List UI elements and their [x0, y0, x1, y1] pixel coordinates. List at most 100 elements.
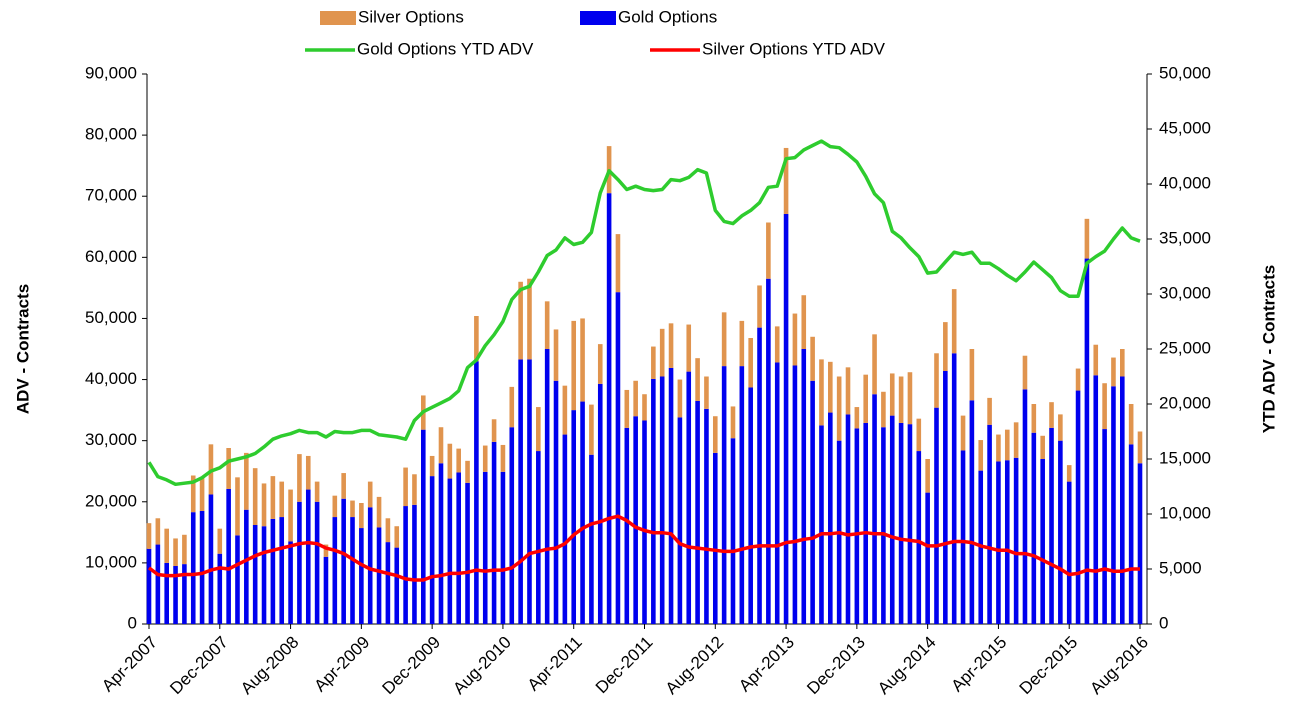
- y2-tick-label: 30,000: [1159, 283, 1211, 302]
- bar: [978, 440, 984, 471]
- bar: [1040, 459, 1045, 624]
- y2-tick-label: 15,000: [1159, 448, 1211, 467]
- bar: [235, 535, 240, 624]
- bar: [173, 565, 178, 624]
- bar: [898, 422, 904, 624]
- bar: [527, 278, 532, 360]
- bar: [836, 376, 842, 441]
- bar: [199, 510, 205, 624]
- bar: [367, 507, 373, 624]
- x-tick-label: Aug-2010: [449, 633, 515, 699]
- bar: [217, 528, 223, 554]
- y-tick-label: 60,000: [85, 247, 137, 266]
- bar: [385, 518, 391, 543]
- x-tick-label: Aug-2008: [237, 633, 303, 699]
- x-tick-label: Dec-2015: [1016, 633, 1082, 699]
- bar: [1066, 481, 1072, 624]
- bar: [359, 528, 364, 624]
- bar: [509, 386, 515, 428]
- bar: [951, 353, 957, 624]
- legend-label: Gold Options YTD ADV: [357, 39, 534, 58]
- bar: [394, 547, 400, 624]
- bar: [783, 147, 789, 214]
- bar: [828, 361, 833, 413]
- bar: [712, 416, 718, 453]
- bar: [872, 334, 877, 395]
- bar: [739, 320, 745, 367]
- bar: [403, 467, 408, 507]
- bar: [845, 414, 851, 624]
- bar: [288, 541, 293, 624]
- bar: [642, 420, 647, 624]
- bar: [562, 434, 568, 624]
- bar: [889, 415, 895, 624]
- bar: [553, 329, 559, 381]
- bar: [659, 328, 665, 377]
- legend-label: Silver Options YTD ADV: [702, 39, 886, 58]
- bar: [810, 380, 815, 624]
- bar: [1084, 218, 1090, 259]
- bar: [624, 427, 630, 624]
- bar: [597, 344, 603, 384]
- bar: [1004, 460, 1010, 624]
- bar: [385, 542, 391, 624]
- bar: [659, 376, 665, 624]
- bar: [544, 301, 550, 349]
- x-tick-label: Dec-2007: [166, 633, 232, 699]
- bar: [226, 448, 231, 489]
- bar: [1111, 386, 1116, 624]
- bar: [465, 482, 470, 624]
- bar: [1137, 463, 1143, 624]
- bar: [491, 419, 497, 442]
- x-tick-label: Apr-2009: [310, 633, 373, 696]
- y2-tick-label: 50,000: [1159, 63, 1211, 82]
- bar: [668, 323, 674, 368]
- bar: [1058, 440, 1063, 624]
- bar: [872, 394, 877, 624]
- bar: [624, 389, 630, 428]
- bar: [536, 451, 541, 624]
- bar: [1013, 422, 1019, 458]
- bar: [553, 380, 559, 624]
- bar: [332, 517, 338, 624]
- bar: [721, 366, 727, 624]
- bar: [412, 474, 417, 505]
- bar: [1013, 457, 1019, 624]
- bar: [146, 523, 152, 549]
- bar: [854, 428, 860, 624]
- bar: [571, 410, 577, 624]
- bar: [863, 374, 869, 423]
- bar: [465, 460, 470, 483]
- line-series: [147, 514, 1140, 582]
- bar: [412, 504, 417, 624]
- bar: [907, 372, 913, 425]
- bar: [332, 495, 338, 518]
- bar: [297, 501, 302, 624]
- bar: [1111, 357, 1116, 387]
- bar: [863, 422, 869, 624]
- bar: [730, 438, 736, 624]
- bar: [252, 468, 258, 525]
- bar: [500, 471, 506, 624]
- bar: [190, 512, 196, 624]
- bar: [394, 526, 400, 548]
- x-tick-label: Dec-2011: [592, 633, 657, 698]
- y-tick-label: 30,000: [85, 430, 137, 449]
- line-series: [147, 139, 1141, 487]
- bar: [482, 471, 488, 624]
- bar: [597, 383, 603, 624]
- bar: [677, 379, 683, 418]
- bar: [350, 500, 355, 518]
- bar: [819, 359, 824, 426]
- bar: [757, 327, 762, 624]
- bar: [943, 322, 948, 371]
- bar: [279, 517, 285, 624]
- legend-swatch: [320, 11, 356, 25]
- legend-label: Gold Options: [618, 7, 717, 26]
- bar: [429, 476, 435, 624]
- bar: [748, 338, 753, 388]
- bar: [951, 289, 957, 354]
- bar: [235, 477, 240, 536]
- bar: [376, 496, 382, 528]
- bar: [721, 312, 727, 367]
